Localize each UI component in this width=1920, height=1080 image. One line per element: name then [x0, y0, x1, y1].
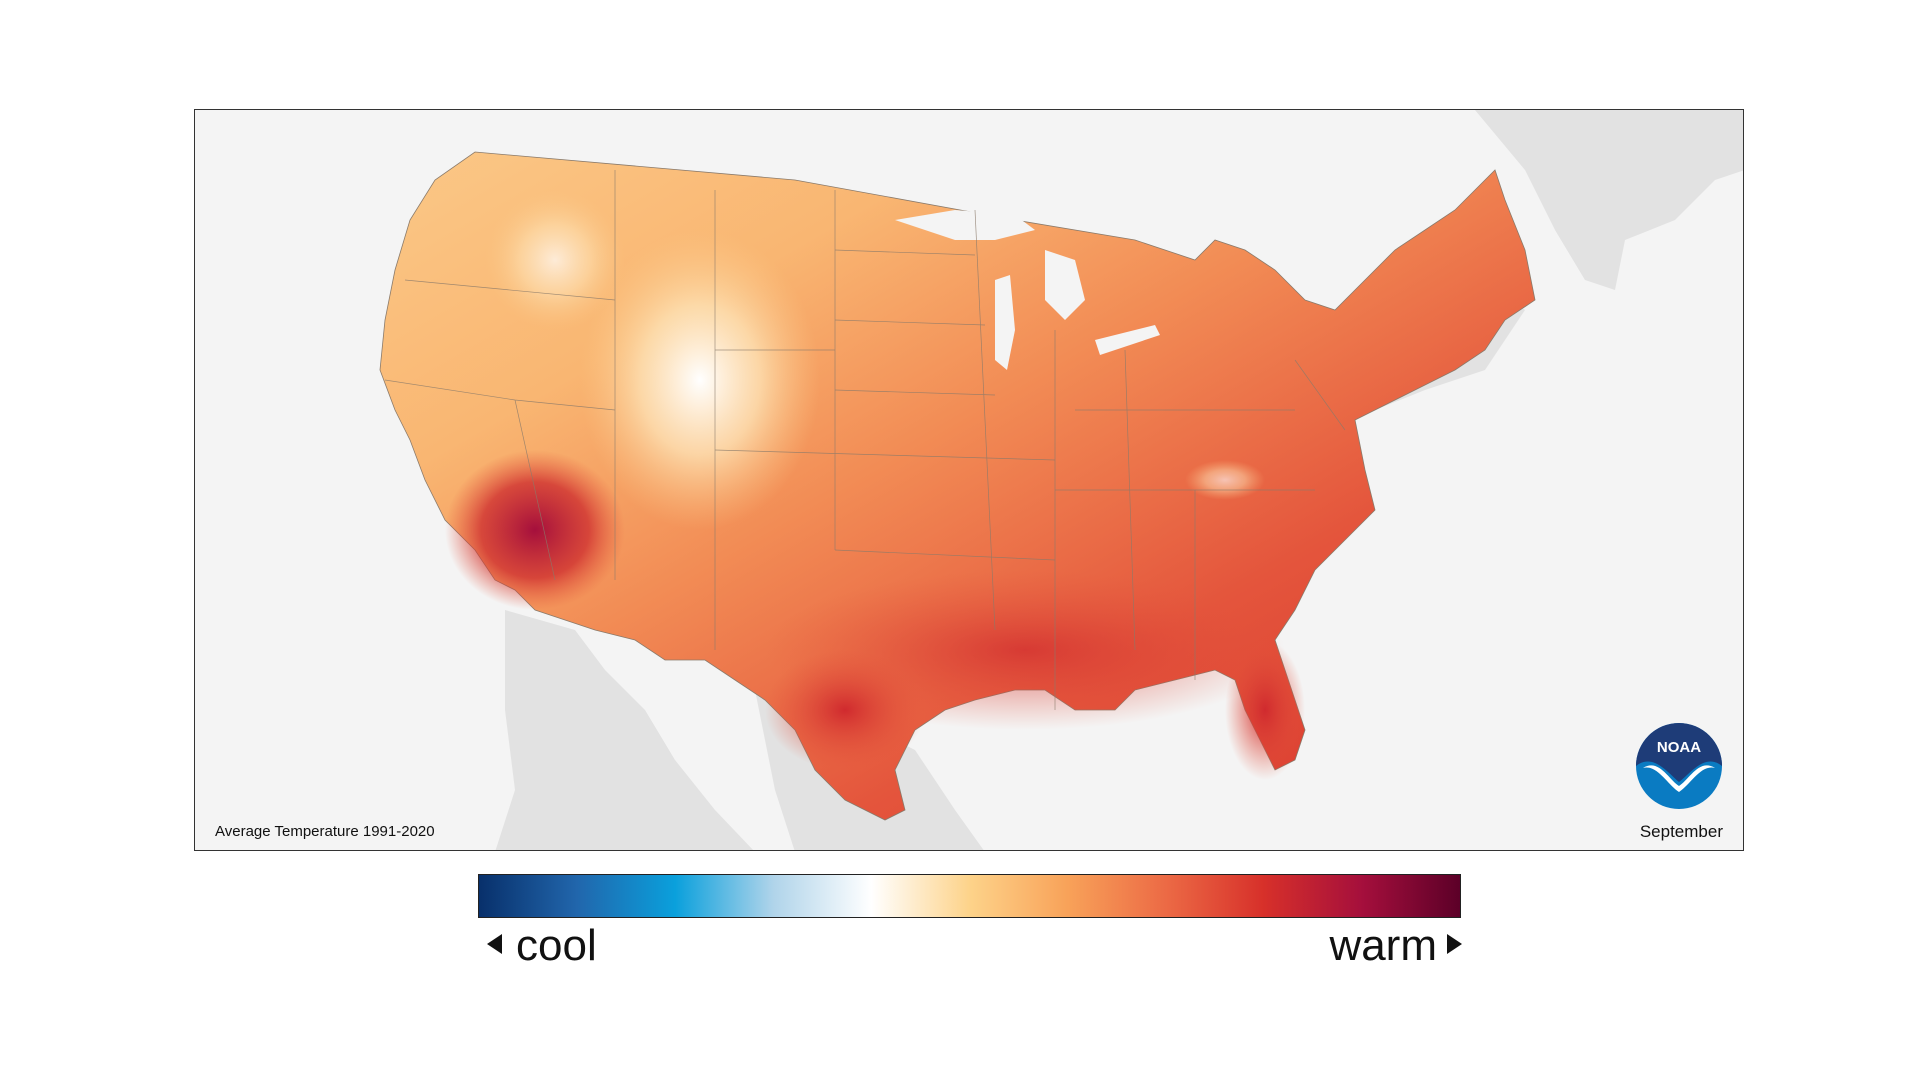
- rockies-cool-zone: [580, 230, 820, 530]
- temperature-map: [379, 110, 1743, 850]
- map-frame: Average Temperature 1991-2020 September …: [194, 109, 1744, 851]
- legend-warm-label: warm: [1329, 921, 1437, 970]
- lake-huron: [1045, 250, 1085, 320]
- texas-hot-zone: [765, 650, 925, 770]
- legend-warm: warm: [1329, 916, 1462, 976]
- legend-cool-label: cool: [516, 921, 597, 970]
- florida-hot-zone: [1225, 640, 1305, 780]
- temperature-color-scale: [478, 874, 1461, 918]
- noaa-logo-text: NOAA: [1657, 739, 1701, 756]
- lake-michigan: [995, 275, 1015, 370]
- lake-superior: [895, 210, 1035, 240]
- appalachian-cool-zone: [1185, 460, 1265, 500]
- legend-cool: cool: [487, 916, 597, 976]
- map-caption-title: Average Temperature 1991-2020: [215, 823, 435, 840]
- arrow-left-icon: [487, 934, 502, 955]
- state-borders: [384, 170, 1346, 710]
- contiguous-us: [379, 151, 1536, 821]
- noaa-logo: NOAA: [1636, 723, 1722, 809]
- arizona-hot-zone: [445, 450, 625, 610]
- arrow-right-icon: [1447, 934, 1462, 955]
- idaho-cool-zone: [485, 190, 625, 330]
- lake-erie: [1095, 325, 1160, 355]
- map-caption-month: September: [1639, 822, 1723, 841]
